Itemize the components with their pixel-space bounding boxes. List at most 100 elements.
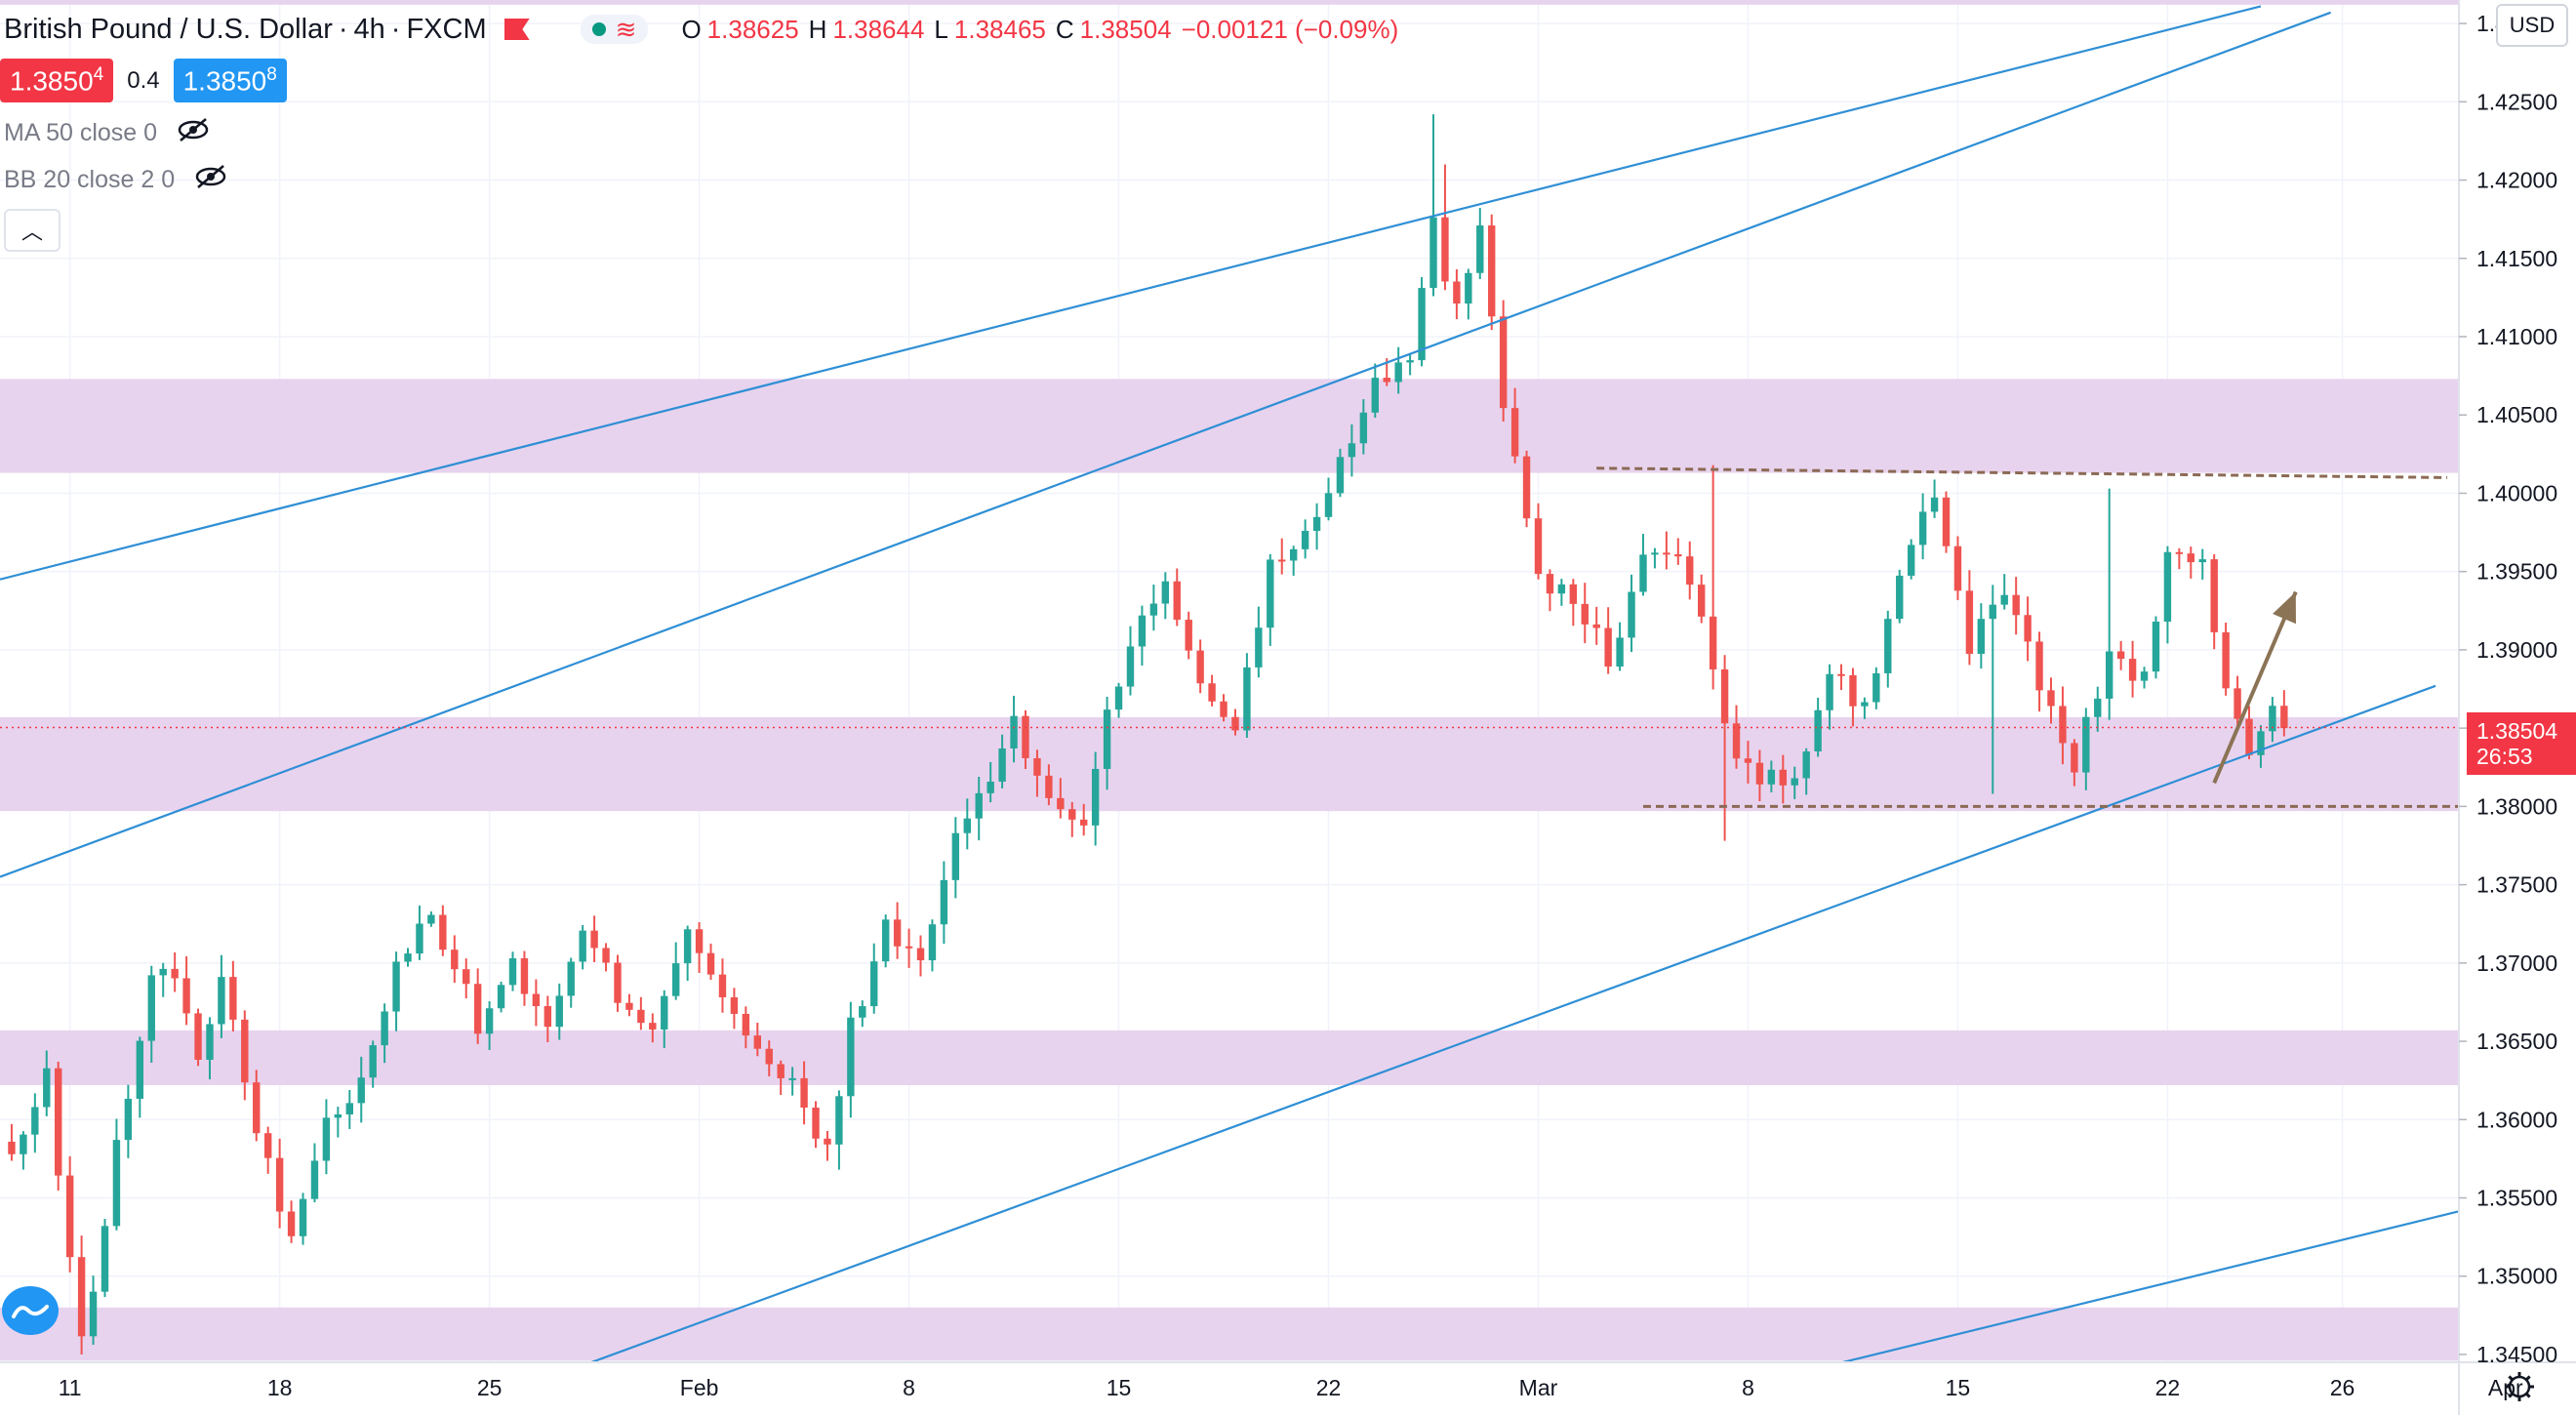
indicator-bb-label: BB 20 close 2 0 — [4, 166, 176, 193]
candle-body — [742, 1013, 750, 1036]
candle-body — [614, 962, 622, 1003]
candle-body — [835, 1096, 843, 1145]
price-tick-label: 1.42500 — [2476, 89, 2557, 114]
indicator-ma-label: MA 50 close 0 — [4, 119, 158, 146]
candle-body — [2106, 651, 2113, 699]
candle — [1534, 503, 1543, 580]
candle-body — [579, 930, 586, 962]
candle-body — [310, 1160, 319, 1199]
interval-label[interactable]: 4h — [353, 13, 385, 45]
candle — [299, 1193, 307, 1245]
bar-countdown: 26:53 — [2476, 744, 2533, 769]
tradingview-logo[interactable] — [2, 1286, 59, 1335]
candle — [65, 1155, 74, 1273]
candle-body — [1220, 701, 1228, 717]
candle — [824, 1130, 831, 1161]
candle — [1465, 268, 1472, 320]
candle — [229, 960, 237, 1032]
indicator-ma[interactable]: MA 50 close 0 — [4, 117, 210, 149]
price-tick-label: 1.36000 — [2476, 1107, 2557, 1132]
range-level-line[interactable] — [1596, 466, 2448, 479]
price-tick-label: 1.40000 — [2476, 480, 2557, 505]
candle-body — [1849, 674, 1857, 707]
candle-body — [147, 975, 155, 1041]
candle — [404, 948, 412, 967]
indicator-bb[interactable]: BB 20 close 2 0 — [4, 164, 227, 196]
candle — [1942, 491, 1951, 553]
candle-body — [1569, 584, 1578, 604]
candle — [136, 1036, 144, 1118]
gear-tooth — [2508, 1375, 2514, 1381]
symbol-legend[interactable]: British Pound / U.S. Dollar · 4h · FXCM … — [4, 6, 1408, 53]
buy-button[interactable]: 1.38508 — [173, 59, 287, 103]
eye-slash-icon[interactable] — [177, 117, 210, 149]
sell-button[interactable]: 1.38504 — [0, 59, 114, 103]
candle-body — [322, 1117, 331, 1161]
candle — [2175, 547, 2184, 570]
trendline[interactable] — [536, 684, 2436, 1384]
currency-button[interactable]: USD — [2496, 4, 2568, 47]
price-axis-bg — [2459, 0, 2576, 1415]
time-axis-labels[interactable]: 11 18 25 Feb 8 15 22 Mar 8 15 22 26 Apr — [59, 1375, 2523, 1400]
candle-body — [1744, 758, 1752, 763]
candle — [1091, 751, 1100, 846]
zone-band — [0, 379, 2459, 473]
candle-body — [1965, 590, 1974, 654]
candle-body — [334, 1114, 342, 1118]
eye-slash-icon[interactable] — [194, 164, 227, 196]
flag-icon[interactable] — [503, 19, 530, 40]
price-tick-label: 1.35500 — [2476, 1186, 2557, 1211]
collapse-legend-button[interactable]: ︿ — [4, 209, 60, 252]
candle-body — [1301, 530, 1309, 549]
candle-body — [1488, 225, 1496, 317]
arrow-shaft[interactable] — [2212, 590, 2298, 785]
candle — [579, 924, 586, 970]
candle — [194, 1008, 202, 1067]
candle — [2094, 686, 2102, 732]
candle — [497, 981, 505, 1013]
candle-body — [1348, 443, 1356, 458]
candle — [695, 922, 704, 974]
market-status[interactable]: ≋ — [580, 15, 649, 44]
trendline[interactable] — [0, 5, 2262, 581]
candle-body — [986, 781, 994, 793]
candle — [835, 1090, 843, 1170]
candle — [287, 1200, 296, 1243]
candle — [2128, 640, 2137, 698]
gear-icon[interactable] — [2505, 1372, 2534, 1401]
current-price-label: 1.38504 26:53 — [2467, 712, 2576, 775]
candle-body — [508, 958, 517, 986]
low-label: L — [934, 14, 948, 44]
exchange-label[interactable]: FXCM — [406, 13, 487, 45]
candle-body — [404, 953, 412, 962]
candle — [369, 1040, 377, 1088]
candle — [1289, 546, 1298, 576]
wave-icon: ≋ — [615, 15, 637, 44]
gear-tooth — [2525, 1375, 2531, 1381]
candle — [241, 1010, 249, 1101]
candle — [1278, 538, 1286, 575]
candle — [1639, 534, 1647, 596]
candle — [1418, 277, 1426, 367]
candle-body — [777, 1064, 785, 1078]
candle — [1884, 610, 1892, 688]
candle — [998, 734, 1006, 788]
close-label: C — [1055, 14, 1074, 44]
candle-body — [625, 1002, 633, 1010]
candle — [1336, 448, 1345, 498]
candle-body — [2257, 731, 2265, 755]
trendline[interactable] — [0, 11, 2332, 878]
candle-body — [1861, 702, 1869, 707]
trendline[interactable] — [1759, 1187, 2553, 1384]
candle-body — [1429, 217, 1437, 289]
candle — [1896, 569, 1904, 624]
market-open-icon — [591, 22, 606, 36]
candle — [171, 951, 179, 992]
candle-body — [859, 1006, 866, 1018]
candle-body — [2094, 698, 2102, 717]
symbol-name[interactable]: British Pound / U.S. Dollar — [4, 13, 333, 45]
candle — [1918, 493, 1927, 560]
candle — [706, 943, 715, 981]
candle — [1767, 760, 1776, 792]
